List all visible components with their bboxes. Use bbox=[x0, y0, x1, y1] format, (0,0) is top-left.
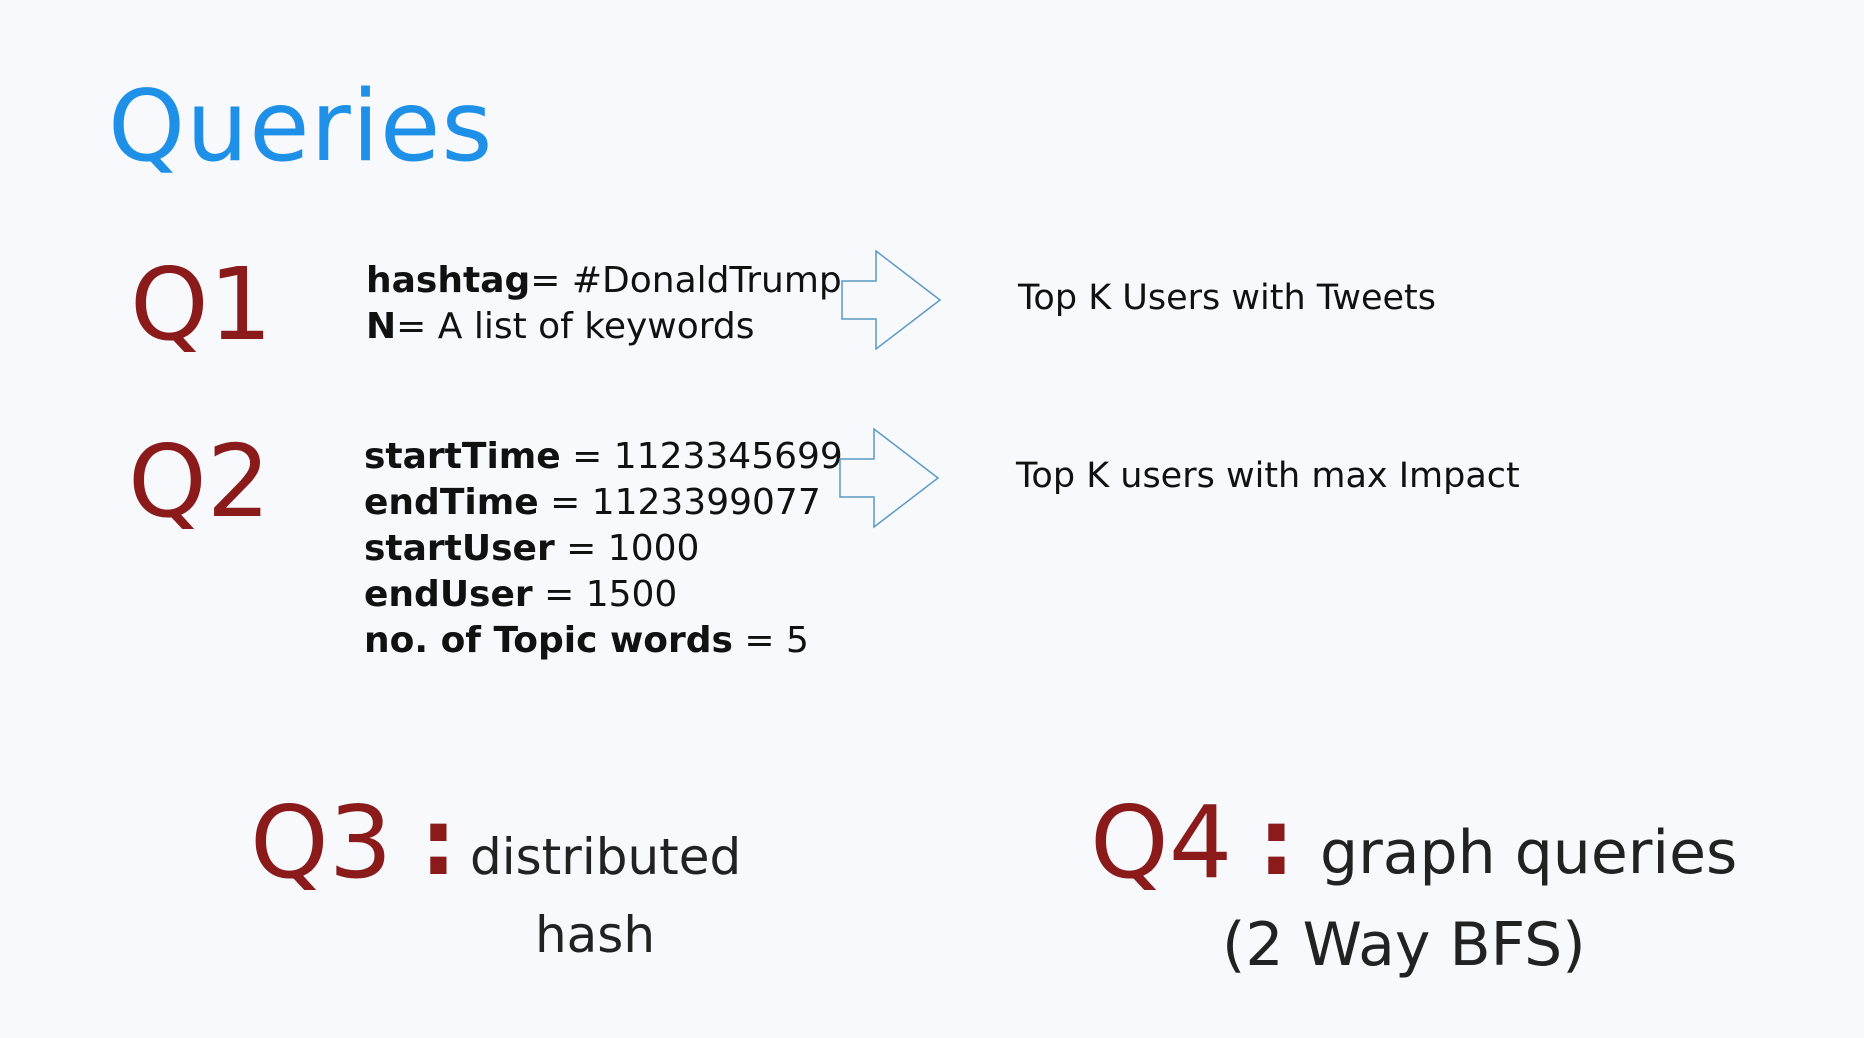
q4-label: Q4 bbox=[1090, 784, 1233, 901]
q2-param-start-user: startUser = 1000 bbox=[364, 526, 843, 572]
q3-description: distributed hash bbox=[470, 818, 742, 974]
q2-param-start-time: startTime = 1123345699 bbox=[364, 434, 843, 480]
q1-params: hashtag= #DonaldTrump N= A list of keywo… bbox=[366, 258, 842, 350]
q4-colon: : bbox=[1258, 789, 1295, 896]
q1-param-n: N= A list of keywords bbox=[366, 304, 842, 350]
param-value: = 1000 bbox=[554, 528, 700, 569]
q3-colon: : bbox=[420, 789, 457, 896]
param-value: = #DonaldTrump bbox=[530, 260, 842, 301]
param-value: = 5 bbox=[732, 620, 809, 661]
q2-label: Q2 bbox=[128, 423, 271, 540]
right-arrow-icon bbox=[839, 427, 940, 529]
q3-text-line1: distributed bbox=[470, 828, 742, 886]
q1-param-hashtag: hashtag= #DonaldTrump bbox=[366, 258, 842, 304]
param-value: = 1123345699 bbox=[560, 436, 843, 477]
q3-text-line2: hash bbox=[534, 906, 656, 964]
param-key: N bbox=[366, 306, 397, 347]
q4-text-line1: graph queries bbox=[1320, 818, 1738, 888]
q3-label: Q3 bbox=[250, 784, 393, 901]
q2-param-end-time: endTime = 1123399077 bbox=[364, 480, 843, 526]
right-arrow-icon bbox=[841, 249, 942, 351]
param-key: startTime bbox=[364, 436, 561, 477]
q1-label: Q1 bbox=[130, 246, 273, 363]
param-key: hashtag bbox=[366, 260, 531, 301]
param-key: no. of Topic words bbox=[364, 620, 733, 661]
param-value: = 1500 bbox=[532, 574, 678, 615]
q4-text-line2: (2 Way BFS) bbox=[1222, 910, 1586, 980]
q2-params: startTime = 1123345699 endTime = 1123399… bbox=[364, 434, 843, 664]
q2-result: Top K users with max Impact bbox=[1016, 456, 1520, 496]
q1-result: Top K Users with Tweets bbox=[1018, 278, 1437, 318]
q2-param-end-user: endUser = 1500 bbox=[364, 572, 843, 618]
param-value: = 1123399077 bbox=[538, 482, 821, 523]
param-key: endUser bbox=[364, 574, 533, 615]
slide-title: Queries bbox=[108, 70, 494, 184]
param-key: endTime bbox=[364, 482, 539, 523]
param-key: startUser bbox=[364, 528, 555, 569]
param-value: = A list of keywords bbox=[396, 306, 755, 347]
q2-param-topic-words: no. of Topic words = 5 bbox=[364, 618, 843, 664]
